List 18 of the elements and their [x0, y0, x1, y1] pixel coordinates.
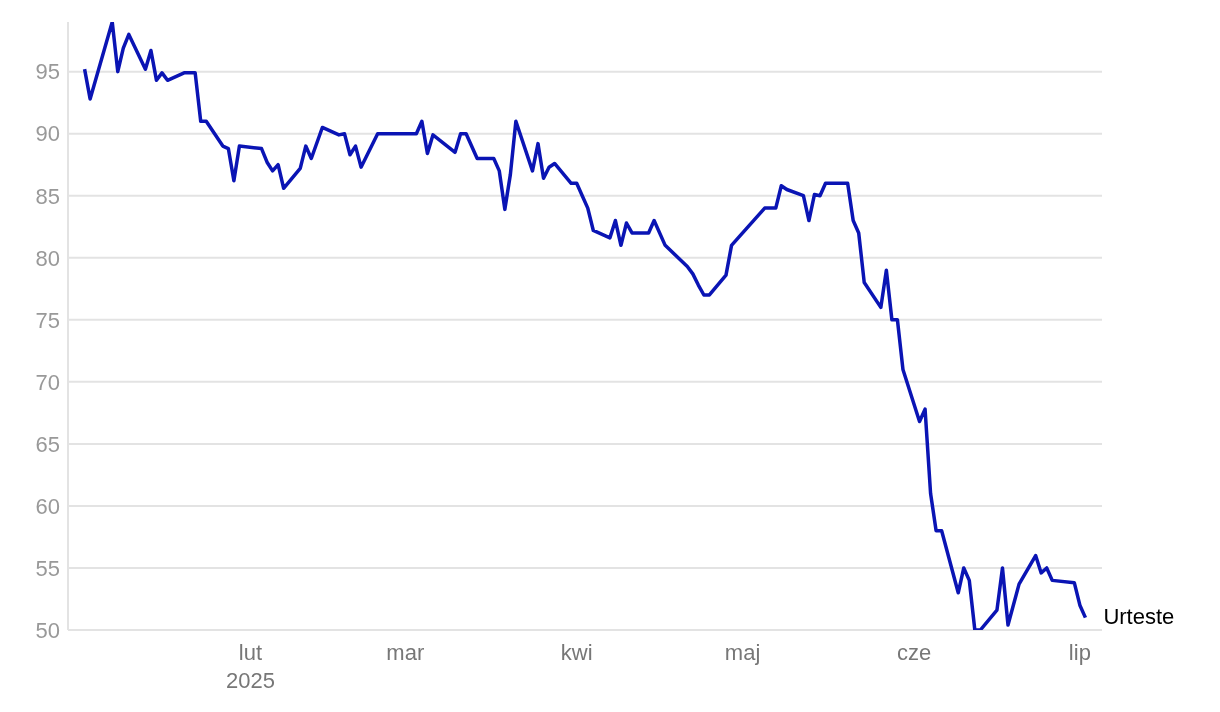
x-tick-label: mar	[386, 640, 425, 665]
y-tick-label: 95	[35, 59, 60, 85]
x-tick-label: kwi	[560, 640, 593, 665]
y-tick-label: 60	[35, 493, 60, 519]
y-tick-label: 75	[35, 307, 60, 333]
y-tick-label: 80	[35, 245, 60, 271]
y-tick-label: 55	[35, 555, 60, 581]
y-tick-label: 70	[35, 369, 60, 395]
line-series	[82, 22, 1088, 630]
x-tick-label: lip	[1068, 640, 1091, 665]
x-tick-label: maj	[724, 640, 761, 665]
y-tick-label: 90	[35, 121, 60, 147]
y-tick-label: 50	[35, 617, 60, 643]
y-tick-label: 65	[35, 431, 60, 457]
x-tick-label: cze	[896, 640, 932, 665]
x-tick-label: lut 2025	[225, 640, 275, 693]
series-label: Urteste	[1103, 603, 1175, 629]
y-tick-label: 85	[35, 183, 60, 209]
